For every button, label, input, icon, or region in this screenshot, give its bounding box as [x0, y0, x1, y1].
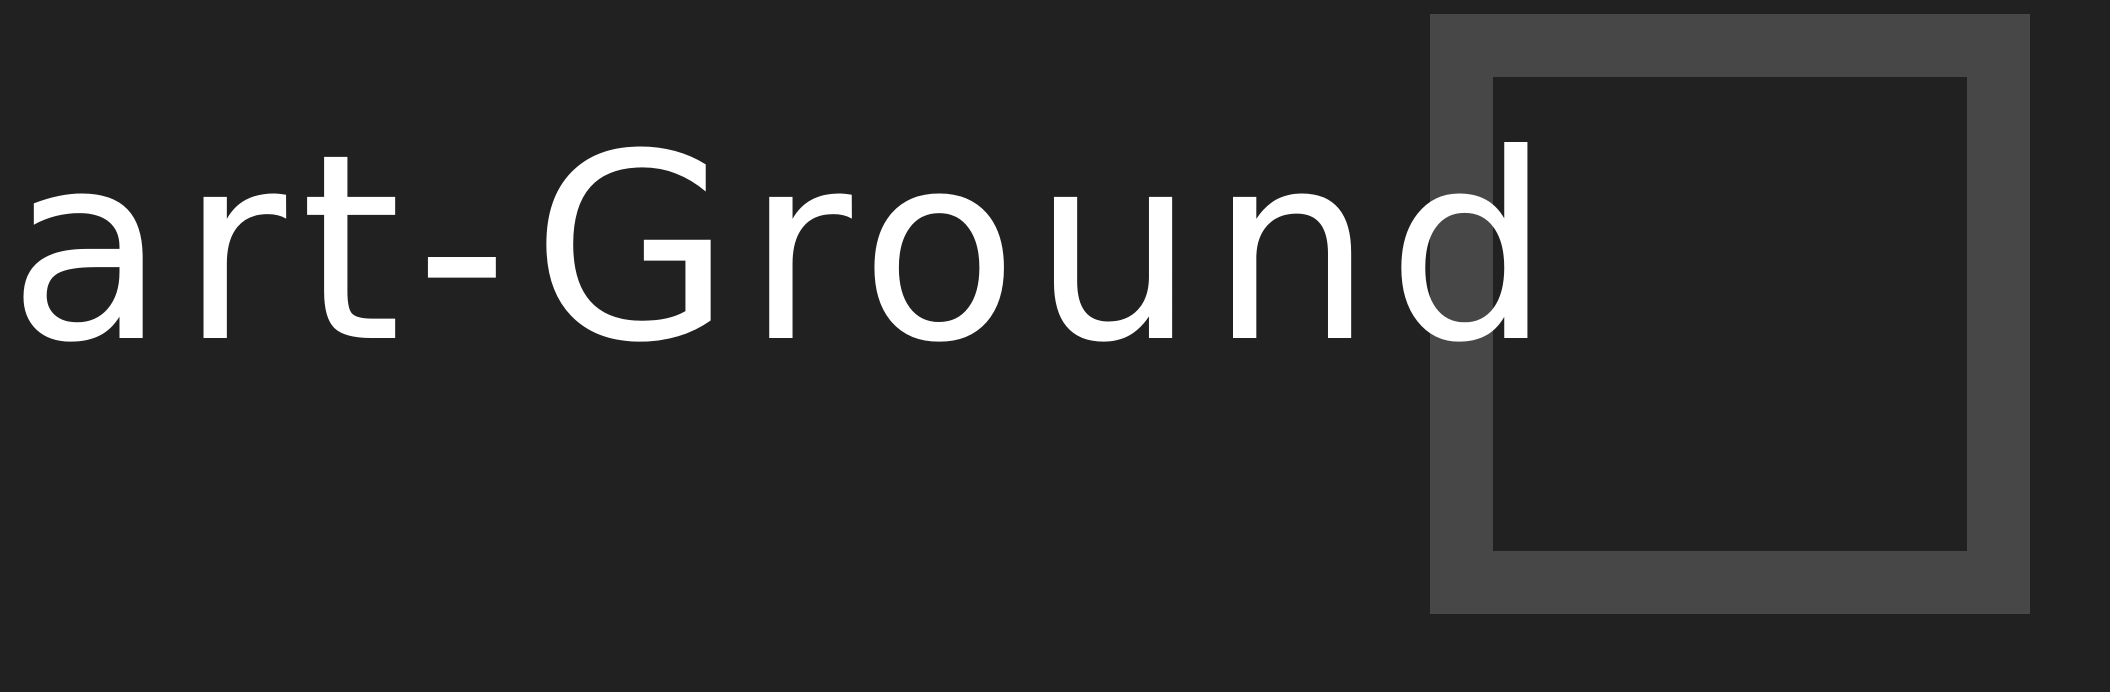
- square-frame-graphic: [1430, 14, 2030, 614]
- logo-wordmark: art-Ground: [8, 99, 1565, 399]
